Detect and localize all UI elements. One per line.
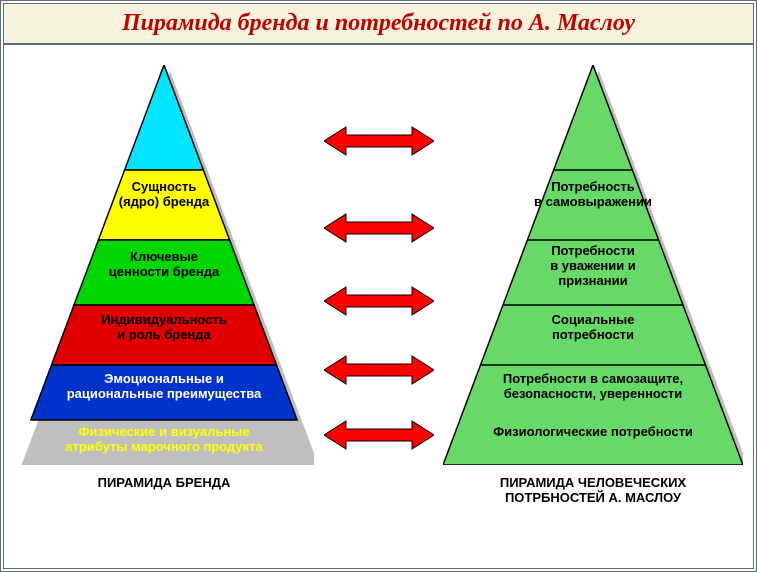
maslow-level-1: Потребностив уважении ипризнании [443,244,743,289]
double-arrow-icon [324,285,434,317]
maslow-level-0: Потребностьв самовыражении [443,180,743,210]
arrow-2 [324,285,434,322]
brand-pyramid: Сущность(ядро) бренда Ключевыеценности бр… [14,65,314,465]
arrow-3 [324,354,434,391]
maslow-pyramid-caption: ПИРАМИДА ЧЕЛОВЕЧЕСКИХПОТРБНОСТЕЙ А. МАСЛ… [500,475,686,505]
brand-level-4: Физические и визуальныеатрибуты марочног… [14,425,314,455]
maslow-level-2: Социальныепотребности [443,313,743,343]
maslow-level-3: Потребности в самозащите,безопасности, у… [443,372,743,402]
brand-level-0: Сущность(ядро) бренда [14,180,314,210]
brand-pyramid-caption: ПИРАМИДА БРЕНДА [98,475,231,490]
brand-level-2: Индивидуальностьи роль бренда [14,313,314,343]
right-pyramid-column: Потребностьв самовыражении Потребностив у… [443,65,743,505]
double-arrow-icon [324,419,434,451]
brand-level-1: Ключевыеценности бренда [14,250,314,280]
left-pyramid-column: Сущность(ядро) бренда Ключевыеценности бр… [14,65,314,490]
arrow-0 [324,125,434,162]
arrows-column [319,65,439,480]
page-title: Пирамида бренда и потребностей по А. Мас… [14,10,743,37]
double-arrow-icon [324,354,434,386]
double-arrow-icon [324,212,434,244]
maslow-pyramid: Потребностьв самовыражении Потребностив у… [443,65,743,465]
maslow-level-4: Физиологические потребности [443,425,743,440]
title-bar: Пирамида бренда и потребностей по А. Мас… [4,4,753,45]
content-area: Сущность(ядро) бренда Ключевыеценности бр… [4,45,753,515]
arrow-4 [324,419,434,456]
brand-level-3: Эмоциональные ирациональные преимущества [14,372,314,402]
maslow-pyramid-labels: Потребностьв самовыражении Потребностив у… [443,65,743,465]
brand-pyramid-labels: Сущность(ядро) бренда Ключевыеценности бр… [14,65,314,465]
arrow-1 [324,212,434,249]
double-arrow-icon [324,125,434,157]
